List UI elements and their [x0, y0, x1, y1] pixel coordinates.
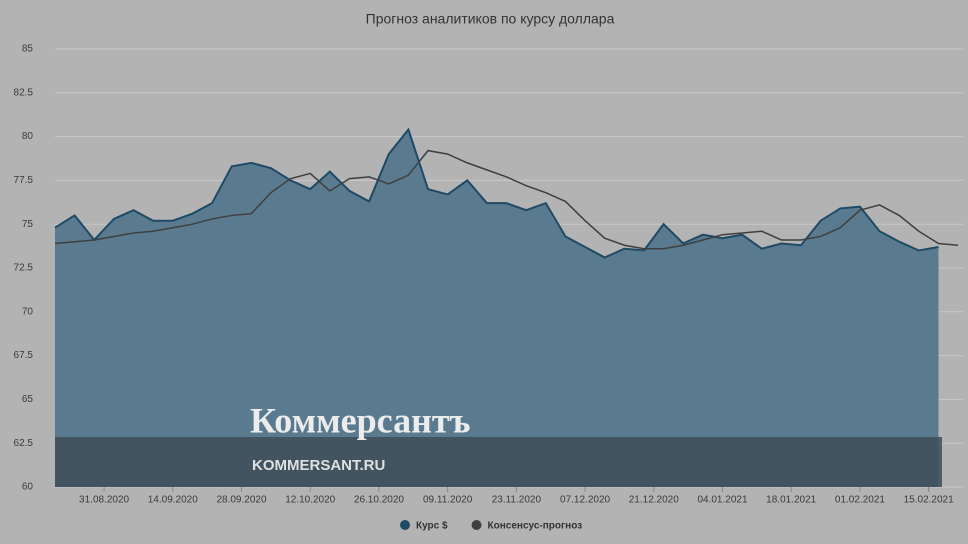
x-tick-label: 31.08.2020 — [79, 495, 129, 506]
y-tick-label: 60 — [22, 482, 34, 493]
x-tick-label: 01.02.2021 — [835, 495, 885, 506]
x-tick-label: 14.09.2020 — [148, 495, 198, 506]
x-tick-label: 07.12.2020 — [560, 495, 610, 506]
watermark-site: KOMMERSANT.RU — [252, 457, 385, 474]
area-line — [54, 127, 939, 259]
legend-marker — [471, 520, 482, 530]
plot: 60 62.5 65 67.5 70 72.5 75 77.5 80 82.5 85 31.08.20… — [14, 44, 963, 506]
y-tick-label: 67.5 — [14, 350, 34, 361]
watermark-brand: Коммерсантъ — [250, 400, 471, 440]
y-tick-label: 77.5 — [14, 175, 34, 186]
legend-label: Курс $ — [416, 521, 448, 532]
y-tick-label: 72.5 — [14, 263, 34, 274]
x-tick-label: 28.09.2020 — [216, 495, 266, 506]
x-tick-label: 23.11.2020 — [492, 495, 542, 506]
y-tick-label: 82.5 — [14, 87, 34, 98]
x-tick-label: 21.12.2020 — [629, 495, 679, 506]
x-tick-label: 09.11.2020 — [423, 495, 473, 506]
y-tick-label: 70 — [22, 306, 34, 317]
y-tick-label: 85 — [22, 44, 34, 55]
y-tick-label: 75 — [22, 219, 34, 230]
legend-label: Консенсус-прогноз — [488, 521, 583, 532]
x-tick-label: 26.10.2020 — [354, 495, 404, 506]
chart-title: Прогноз аналитиков по курсу доллара — [366, 11, 615, 27]
y-tick-label: 80 — [22, 131, 34, 142]
line — [54, 149, 959, 250]
y-tick-label: 62.5 — [14, 438, 34, 449]
area — [55, 129, 939, 488]
x-tick-label: 15.02.2021 — [904, 495, 954, 506]
x-tick-label: 04.01.2021 — [697, 495, 747, 506]
legend-marker — [400, 520, 410, 530]
y-tick-label: 65 — [22, 394, 34, 405]
x-tick-label: 12.10.2020 — [285, 495, 335, 506]
watermark-band — [55, 437, 942, 487]
x-tick-label: 18.01.2021 — [766, 495, 816, 506]
